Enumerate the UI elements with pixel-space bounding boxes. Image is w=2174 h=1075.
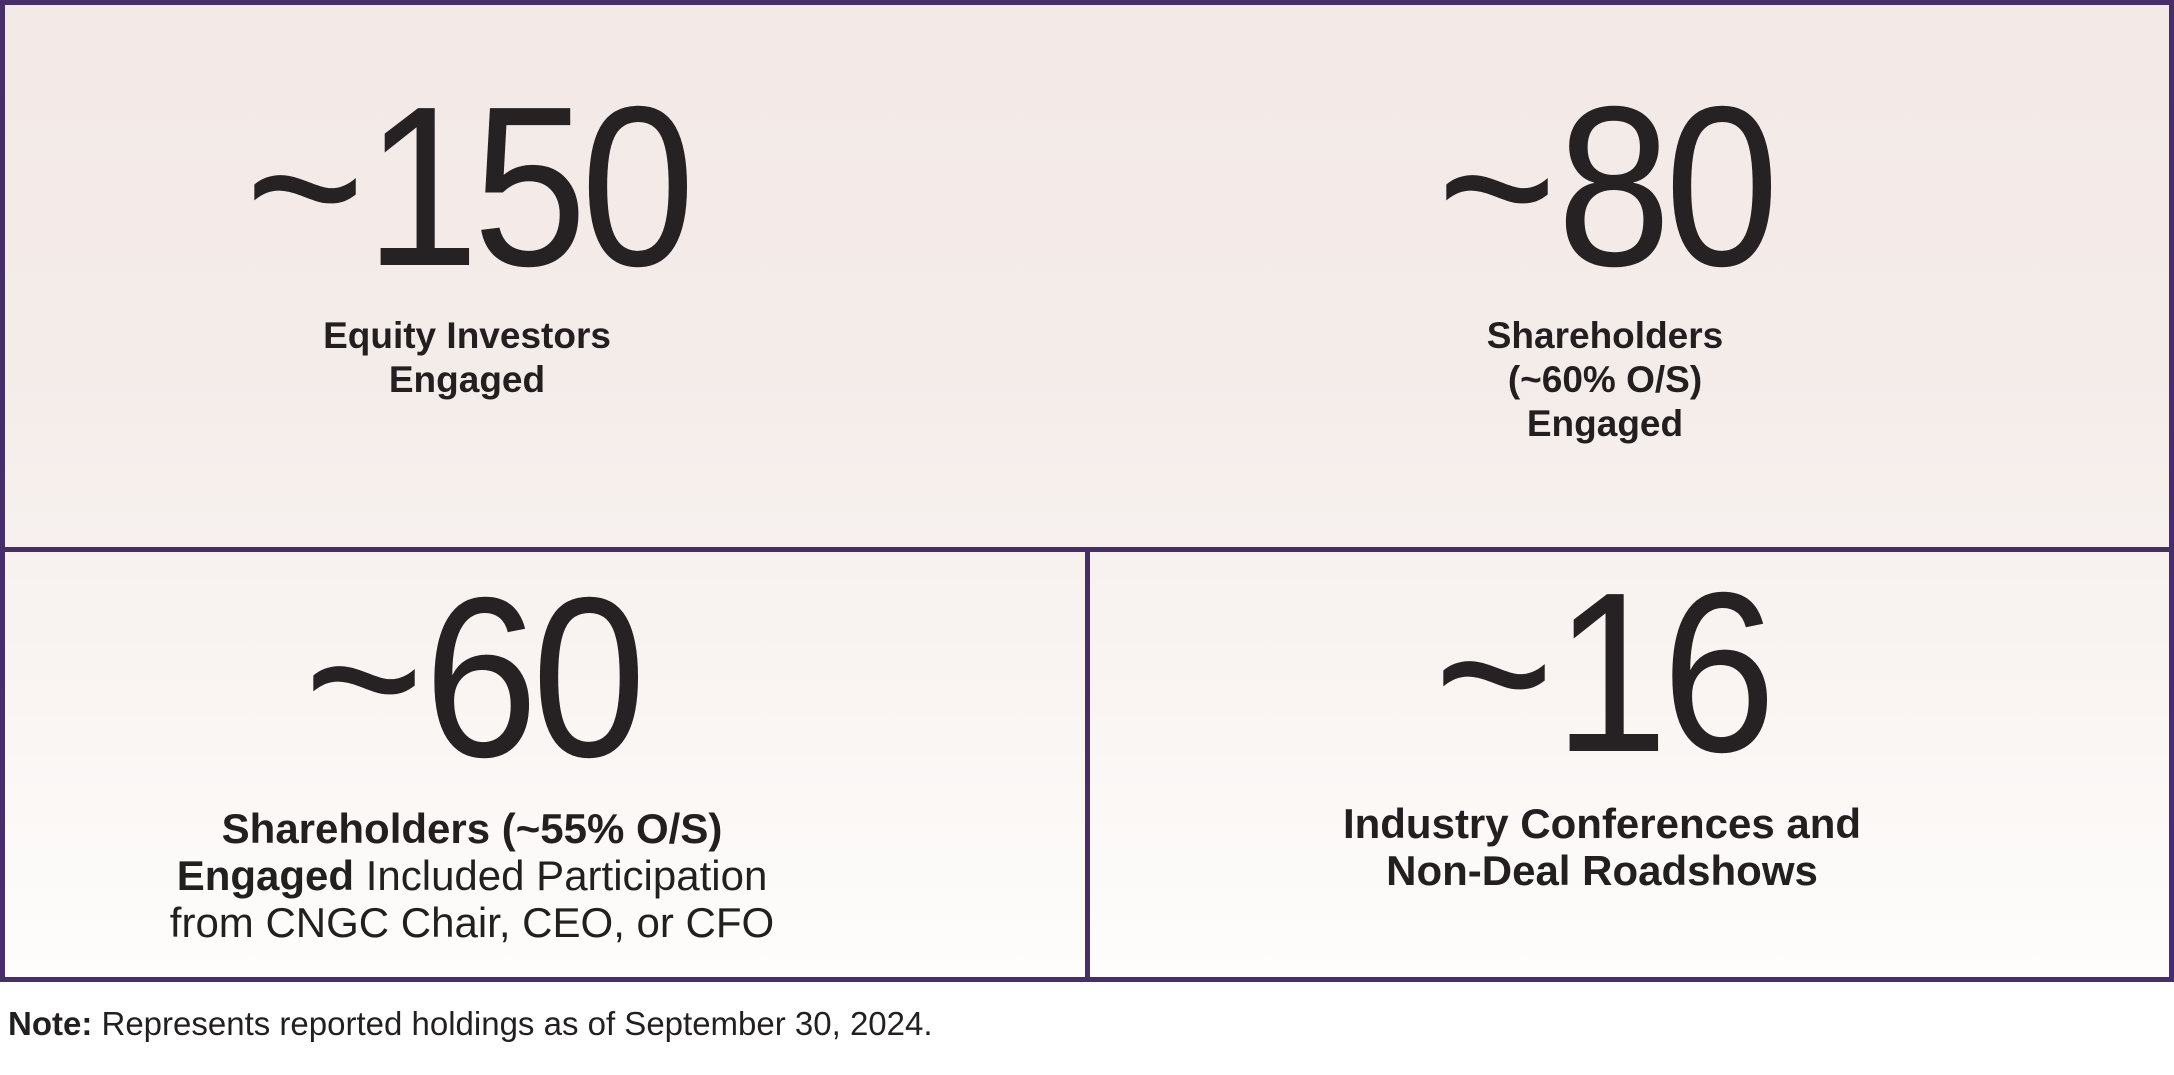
label-line: (~60% O/S) [1507,359,1703,400]
stat-label-equity-investors: Equity Investors Engaged [220,314,713,402]
stat-shareholders-55: ~60 Shareholders (~55% O/S) Engaged Incl… [170,563,774,946]
label-line: Shareholders [1486,315,1724,356]
label-line: from CNGC Chair, CEO, or CFO [170,899,774,946]
stat-number: 60 [423,551,646,805]
stat-label-shareholders-60: Shareholders (~60% O/S) Engaged [1418,314,1791,446]
stat-conferences-roadshows: ~16 Industry Conferences and Non-Deal Ro… [1343,558,1861,894]
stat-value-80: ~80 [1437,72,1779,302]
footnote-text: Represents reported holdings as of Septe… [92,1005,933,1042]
label-bold-segment: Engaged [176,852,355,899]
stat-number: 16 [1553,546,1776,800]
stat-value-16: ~16 [1369,558,1835,788]
label-line: Shareholders (~55% O/S) [170,805,774,852]
stat-label-shareholders-55: Shareholders (~55% O/S) Engaged Included… [170,805,774,946]
stat-value-150: ~150 [245,72,695,302]
approx-tilde: ~ [1437,60,1557,314]
top-row [5,5,2169,552]
stat-equity-investors: ~150 Equity Investors Engaged [220,72,713,402]
footnote: Note: Represents reported holdings as of… [8,1002,933,1046]
label-regular-segment: Included Participation [354,852,768,899]
footnote-prefix: Note: [8,1005,93,1042]
stat-number: 150 [364,60,695,314]
label-line: Industry Conferences and [1342,800,1862,847]
label-line: Equity Investors [323,315,611,356]
bottom-row [5,552,2169,977]
label-line: Engaged [388,359,546,400]
stat-label-conferences: Industry Conferences and Non-Deal Roadsh… [1343,800,1861,894]
stat-number: 80 [1556,60,1779,314]
stat-value-60: ~60 [200,563,744,793]
stats-grid [0,0,2174,982]
label-bold-segment: Shareholders (~55% O/S) [221,805,723,852]
label-line: Engaged Included Participation [170,852,774,899]
stat-shareholders-60: ~80 Shareholders (~60% O/S) Engaged [1418,72,1791,446]
bottom-left-cell [5,552,1090,977]
approx-tilde: ~ [304,551,424,805]
label-line: Engaged [1526,403,1684,444]
label-regular-segment: from CNGC Chair, CEO, or CFO [169,899,775,946]
approx-tilde: ~ [1434,546,1554,800]
approx-tilde: ~ [245,60,365,314]
label-line: Non-Deal Roadshows [1386,847,1818,894]
